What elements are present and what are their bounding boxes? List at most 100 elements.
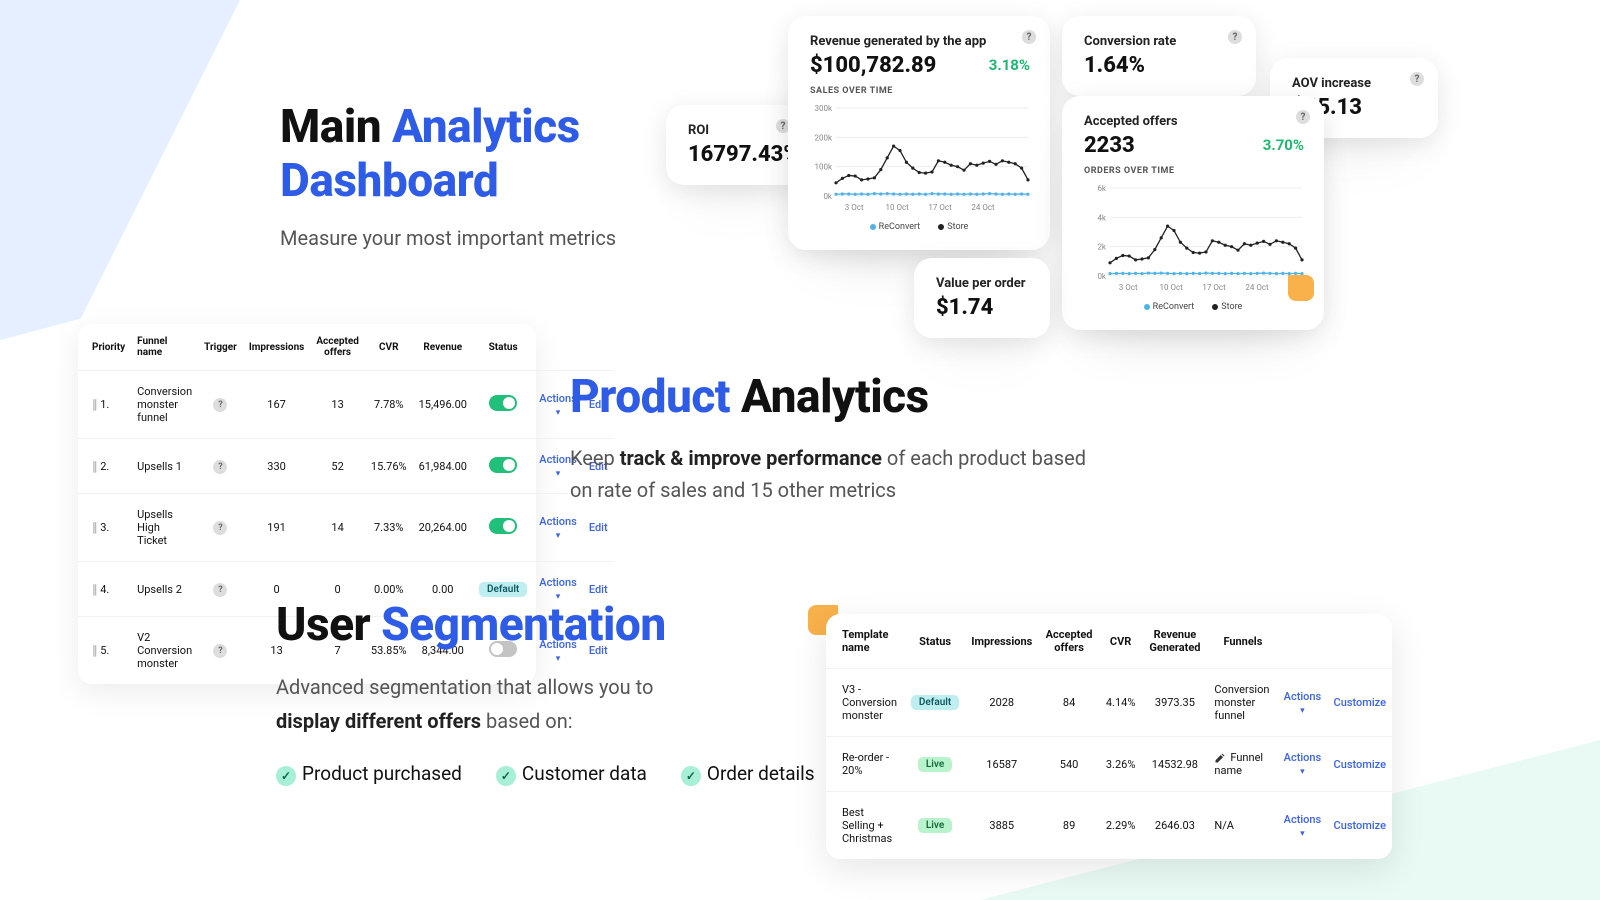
table-header: [1277, 614, 1327, 669]
svg-text:17 Oct: 17 Oct: [928, 203, 952, 212]
vpo-title: Value per order: [936, 276, 1028, 291]
template-name-cell: Re-order - 20%: [826, 737, 905, 792]
impressions-cell: 191: [243, 494, 311, 562]
funnel-table-header-row: PriorityFunnel nameTriggerImpressionsAcc…: [78, 324, 614, 371]
revenue-cell: 3973.35: [1141, 669, 1208, 737]
check-icon: ✓: [276, 766, 296, 786]
help-icon[interactable]: ?: [213, 398, 227, 412]
funnel-cell: Funnel name: [1208, 737, 1277, 792]
priority-cell[interactable]: ∥ 1.: [78, 371, 131, 439]
revenue-cell: 20,264.00: [413, 494, 473, 562]
check-icon: ✓: [496, 766, 516, 786]
template-name-cell: V3 - Conversion monster: [826, 669, 905, 737]
offers-card: ? Accepted offers 2233 3.70% ORDERS OVER…: [1062, 96, 1324, 330]
actions-dropdown[interactable]: Actions: [1284, 690, 1322, 716]
hero-title-main: Main: [280, 100, 392, 154]
svg-text:17 Oct: 17 Oct: [1202, 283, 1226, 292]
help-icon[interactable]: ?: [1022, 30, 1036, 44]
drag-handle-icon[interactable]: ∥: [92, 460, 94, 473]
trigger-cell[interactable]: ?: [198, 439, 243, 494]
edit-link[interactable]: Edit: [589, 583, 608, 596]
trigger-cell[interactable]: ?: [198, 562, 243, 617]
funnel-name-cell: Upsells 2: [131, 562, 198, 617]
impressions-cell: 16587: [965, 737, 1038, 792]
svg-text:10 Oct: 10 Oct: [885, 203, 909, 212]
legend-reconvert: ReConvert: [1144, 302, 1195, 312]
revenue-pct: 3.18%: [989, 56, 1030, 74]
help-icon[interactable]: ?: [1410, 72, 1424, 86]
legend-store: Store: [938, 222, 968, 232]
priority-cell[interactable]: ∥ 2.: [78, 439, 131, 494]
segmentation-subtitle: Advanced segmentation that allows you to…: [276, 670, 896, 738]
template-name-cell: Best Selling + Christmas: [826, 792, 905, 860]
segmentation-title-main: User: [276, 598, 381, 652]
priority-cell[interactable]: ∥ 4.: [78, 562, 131, 617]
drag-handle-icon[interactable]: ∥: [92, 644, 94, 657]
check-item: ✓Product purchased: [276, 762, 462, 786]
svg-text:10 Oct: 10 Oct: [1159, 283, 1183, 292]
status-toggle[interactable]: [489, 395, 517, 411]
priority-cell[interactable]: ∥ 3.: [78, 494, 131, 562]
table-header: Status: [473, 324, 533, 371]
customize-link[interactable]: Customize: [1334, 696, 1386, 709]
table-header: [1328, 614, 1393, 669]
help-icon[interactable]: ?: [213, 583, 227, 597]
status-cell[interactable]: [473, 371, 533, 439]
actions-dropdown[interactable]: Actions: [1284, 751, 1322, 777]
svg-text:0k: 0k: [823, 192, 832, 201]
help-icon[interactable]: ?: [1228, 30, 1242, 44]
live-badge: Live: [918, 818, 952, 833]
segmentation-title-accent: Segmentation: [381, 598, 666, 652]
pencil-icon[interactable]: [1214, 752, 1226, 764]
actions-dropdown[interactable]: Actions: [539, 515, 577, 541]
status-cell: Default: [905, 669, 965, 737]
revenue-cell: 14532.98: [1141, 737, 1208, 792]
help-icon[interactable]: ?: [213, 460, 227, 474]
funnel-name-cell: Upsells 1: [131, 439, 198, 494]
impressions-cell: 3885: [965, 792, 1038, 860]
help-icon[interactable]: ?: [213, 644, 227, 658]
table-header: CVR: [1100, 614, 1142, 669]
funnel-cell: N/A: [1208, 792, 1277, 860]
help-icon[interactable]: ?: [1296, 110, 1310, 124]
edit-link[interactable]: Edit: [589, 521, 608, 534]
segmentation-title: User Segmentation: [276, 598, 896, 652]
funnel-name-cell: V2 Conversion monster: [131, 617, 198, 685]
svg-text:300k: 300k: [814, 104, 832, 113]
check-item: ✓Customer data: [496, 762, 647, 786]
table-header: Impressions: [965, 614, 1038, 669]
status-toggle[interactable]: [489, 518, 517, 534]
legend-reconvert: ReConvert: [870, 222, 921, 232]
customize-link[interactable]: Customize: [1334, 758, 1386, 771]
accepted-cell: 89: [1038, 792, 1100, 860]
offers-pct: 3.70%: [1263, 136, 1304, 154]
product-title-main: Analytics: [730, 370, 929, 424]
priority-cell[interactable]: ∥ 5.: [78, 617, 131, 685]
table-row: ∥ 1.Conversion monster funnel?167137.78%…: [78, 371, 614, 439]
help-icon[interactable]: ?: [213, 521, 227, 535]
vpo-card: Value per order $1.74: [914, 258, 1050, 338]
status-cell[interactable]: [473, 439, 533, 494]
trigger-cell[interactable]: ?: [198, 494, 243, 562]
svg-text:24 Oct: 24 Oct: [1245, 283, 1269, 292]
trigger-cell[interactable]: ?: [198, 371, 243, 439]
cvr-cell: 3.26%: [1100, 737, 1142, 792]
table-header: Impressions: [243, 324, 311, 371]
default-badge: Default: [911, 695, 959, 710]
drag-handle-icon[interactable]: ∥: [92, 583, 94, 596]
revenue-cell: 2646.03: [1141, 792, 1208, 860]
offers-section-label: ORDERS OVER TIME: [1084, 166, 1302, 176]
table-header: [533, 324, 583, 371]
decorative-blob-orange: [1288, 275, 1314, 301]
customize-link[interactable]: Customize: [1334, 819, 1386, 832]
revenue-chart-svg: 0k100k200k300k3 Oct10 Oct17 Oct24 Oct: [810, 102, 1032, 214]
status-toggle[interactable]: [489, 457, 517, 473]
cvr-title: Conversion rate: [1084, 34, 1234, 49]
actions-dropdown[interactable]: Actions: [1284, 813, 1322, 839]
status-cell[interactable]: [473, 494, 533, 562]
drag-handle-icon[interactable]: ∥: [92, 521, 94, 534]
revenue-legend: ReConvert Store: [810, 222, 1028, 232]
drag-handle-icon[interactable]: ∥: [92, 398, 94, 411]
trigger-cell[interactable]: ?: [198, 617, 243, 685]
table-row: ∥ 3.Upsells High Ticket?191147.33%20,264…: [78, 494, 614, 562]
